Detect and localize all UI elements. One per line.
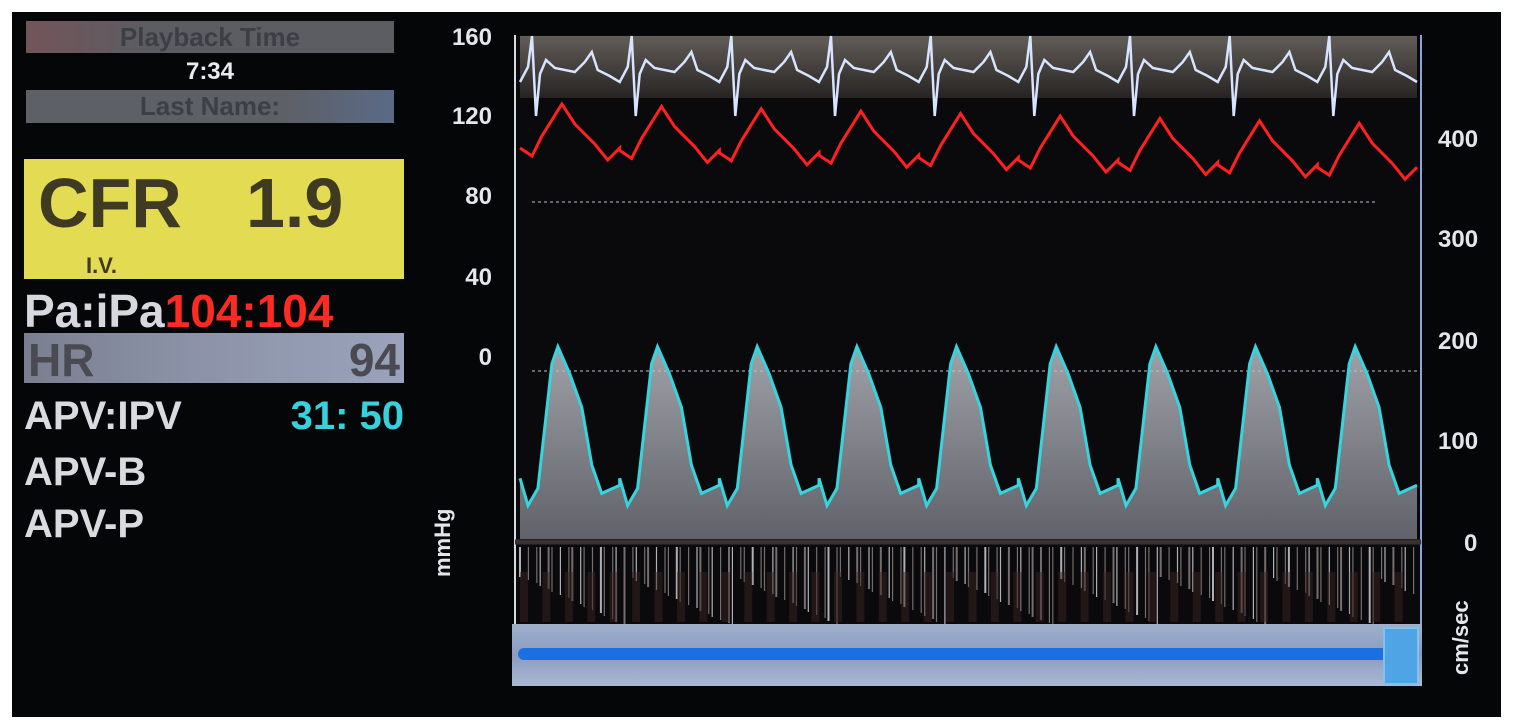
cfr-route-label: I.V. (86, 253, 117, 278)
apv-ipv-label: APV:IPV (24, 394, 182, 438)
spectral-fill (520, 346, 1417, 539)
spectral-shade (1125, 572, 1134, 622)
spectral-shade (856, 572, 865, 622)
spectral-shade (1103, 572, 1112, 622)
spectral-shade (1260, 572, 1268, 622)
spectral-shade (811, 572, 820, 622)
heart-rate-label: HR (28, 334, 95, 386)
scrollbar-thumb[interactable] (1383, 627, 1419, 685)
spectral-shade (1080, 572, 1089, 622)
spectral-shade (542, 572, 551, 622)
spectral-shade (1349, 572, 1358, 622)
spectral-shade (789, 572, 798, 622)
playback-time-title: Playback Time (26, 21, 394, 53)
spectral-shade (1013, 572, 1022, 622)
right-tick: 300 (1438, 226, 1479, 253)
spectral-shade (923, 572, 932, 622)
trace-chart (512, 35, 1422, 686)
right-axis-unit: cm/sec (1448, 600, 1473, 675)
monitor-screen: Playback Time 7:34 Last Name: CFR 1.9 I.… (12, 12, 1501, 717)
right-tick: 200 (1438, 328, 1479, 355)
left-tick: 80 (465, 183, 492, 210)
spectral-shade (1304, 572, 1313, 622)
spectral-shade (677, 572, 685, 622)
spectral-shade (721, 572, 730, 622)
spectral-shade (744, 572, 753, 622)
spectral-shade (1237, 572, 1246, 622)
cfr-value: 1.9 (246, 164, 344, 242)
spectral-shade (1327, 572, 1336, 622)
left-tick: 40 (465, 264, 492, 291)
right-tick: 400 (1438, 126, 1479, 153)
playback-time-value: 7:34 (185, 58, 235, 85)
cfr-panel: CFR 1.9 I.V. (24, 159, 404, 279)
spectral-shade (1147, 572, 1156, 622)
spectral-shade (834, 572, 842, 622)
spectral-shade (1058, 572, 1067, 622)
spectral-shade (1035, 572, 1044, 622)
peak-velocity-envelope (518, 342, 1418, 510)
spectral-shade (878, 572, 887, 622)
spectral-shade (587, 572, 596, 622)
spectral-shade (699, 572, 708, 622)
spectral-shade (632, 572, 641, 622)
spectral-shade (1282, 572, 1291, 622)
pa-ipa-row: Pa:iPa104:104 (24, 284, 333, 338)
scrollbar-track (518, 648, 1388, 660)
spectral-shade (1372, 572, 1381, 622)
spectral-shade (564, 572, 573, 622)
spectral-shade (1394, 572, 1403, 622)
apv-b-label: APV-B (24, 450, 147, 494)
spectral-shade (901, 572, 910, 622)
apv-p-label: APV-P (24, 502, 145, 546)
spectral-shade (520, 572, 528, 622)
aortic-pressure-trace (519, 101, 1419, 182)
right-tick: 0 (1464, 530, 1478, 557)
apv-ipv-value: 31: 50 (290, 394, 404, 438)
spectral-shade (1215, 572, 1224, 622)
doppler-spectral-display (519, 346, 1417, 626)
left-axis-unit: mmHg (430, 508, 455, 577)
pa-ipa-value: 104:104 (164, 285, 334, 337)
ecg-band-background (520, 36, 1417, 98)
right-tick: 100 (1438, 428, 1479, 455)
pa-ipa-label: Pa:iPa (24, 285, 165, 337)
last-name-field[interactable]: Last Name: (26, 90, 394, 123)
ecg-band (520, 36, 1417, 98)
cfr-label: CFR (38, 164, 182, 242)
spectral-shade (1170, 572, 1179, 622)
heart-rate-bar: HR 94 (24, 333, 404, 386)
left-tick: 120 (451, 103, 492, 130)
left-tick: 160 (451, 24, 492, 51)
spectral-shade (766, 572, 775, 622)
spectral-shade (990, 572, 999, 622)
spectral-shade (654, 572, 663, 622)
spectral-shade (1192, 572, 1201, 622)
ecg-trace (518, 35, 1418, 117)
spectral-shade (609, 572, 618, 622)
heart-rate-value: 94 (348, 334, 400, 386)
left-tick: 0 (478, 344, 492, 371)
spectral-shade (946, 572, 955, 622)
spectral-shade (968, 572, 977, 622)
